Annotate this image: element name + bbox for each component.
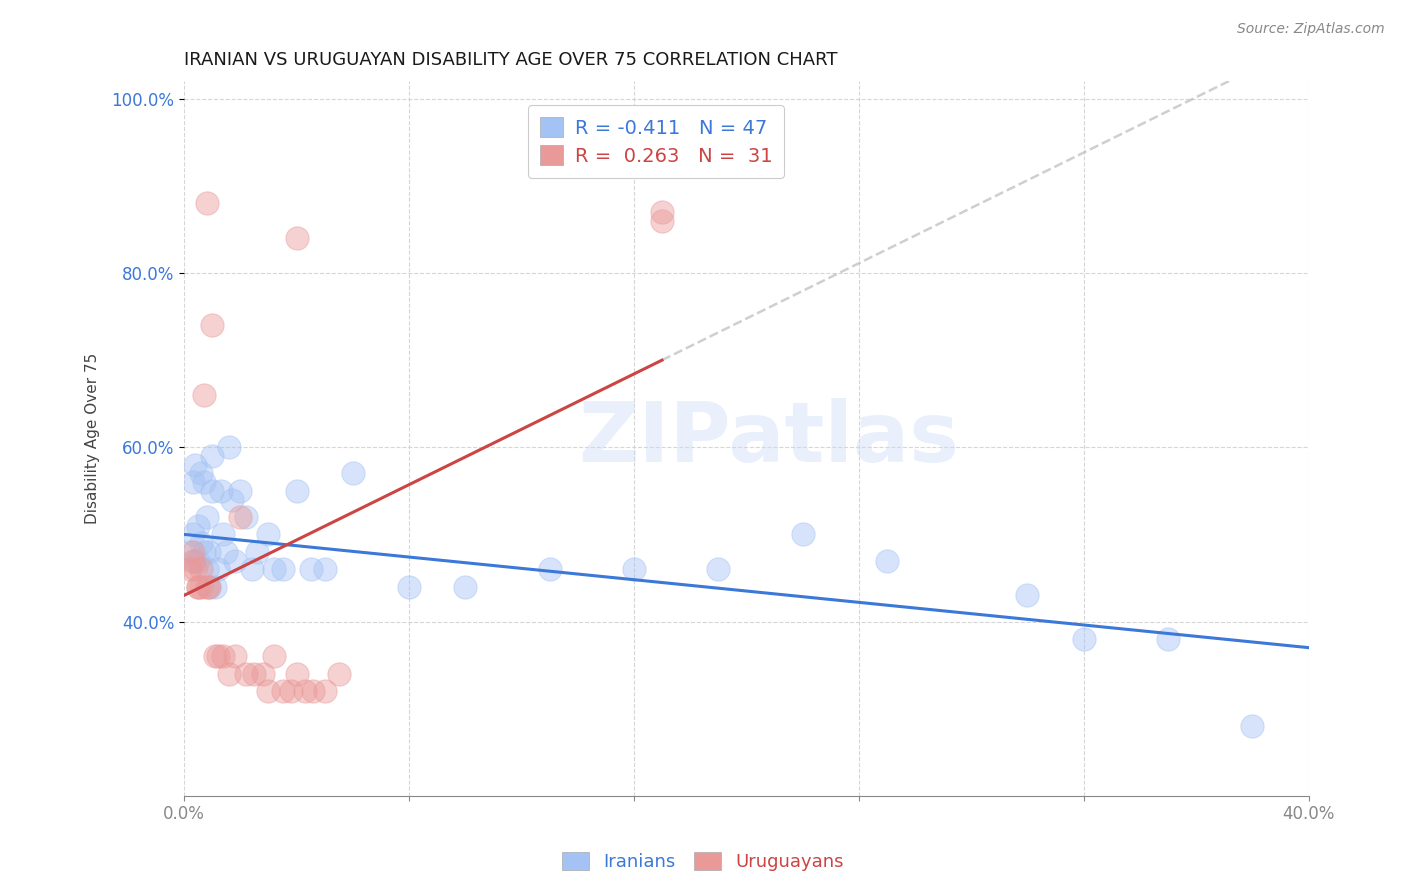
Point — [201, 483, 224, 498]
Point — [221, 492, 243, 507]
Point — [240, 562, 263, 576]
Point — [201, 449, 224, 463]
Point — [454, 580, 477, 594]
Point — [181, 527, 204, 541]
Point — [707, 562, 730, 576]
Point — [187, 553, 209, 567]
Point — [280, 684, 302, 698]
Point — [195, 510, 218, 524]
Point — [299, 562, 322, 576]
Point — [651, 213, 673, 227]
Point — [181, 545, 204, 559]
Point — [314, 684, 336, 698]
Point — [876, 553, 898, 567]
Point — [285, 231, 308, 245]
Point — [195, 562, 218, 576]
Point — [294, 684, 316, 698]
Point — [224, 553, 246, 567]
Point — [207, 562, 229, 576]
Legend: Iranians, Uruguayans: Iranians, Uruguayans — [555, 845, 851, 879]
Point — [212, 527, 235, 541]
Point — [195, 580, 218, 594]
Point — [342, 467, 364, 481]
Point — [235, 510, 257, 524]
Point — [190, 562, 212, 576]
Point — [212, 649, 235, 664]
Point — [285, 666, 308, 681]
Point — [190, 580, 212, 594]
Point — [651, 205, 673, 219]
Point — [398, 580, 420, 594]
Point — [285, 483, 308, 498]
Point — [195, 196, 218, 211]
Legend: R = -0.411   N = 47, R =  0.263   N =  31: R = -0.411 N = 47, R = 0.263 N = 31 — [529, 105, 785, 178]
Point — [201, 318, 224, 333]
Point — [218, 440, 240, 454]
Point — [1073, 632, 1095, 646]
Text: IRANIAN VS URUGUAYAN DISABILITY AGE OVER 75 CORRELATION CHART: IRANIAN VS URUGUAYAN DISABILITY AGE OVER… — [184, 51, 838, 69]
Point — [314, 562, 336, 576]
Point — [1241, 719, 1264, 733]
Point — [198, 545, 221, 559]
Point — [224, 649, 246, 664]
Point — [190, 467, 212, 481]
Point — [184, 553, 207, 567]
Point — [328, 666, 350, 681]
Point — [257, 527, 280, 541]
Point — [235, 666, 257, 681]
Point — [538, 562, 561, 576]
Point — [193, 475, 215, 489]
Point — [187, 580, 209, 594]
Point — [181, 475, 204, 489]
Point — [198, 580, 221, 594]
Point — [271, 562, 294, 576]
Point — [184, 458, 207, 472]
Point — [263, 649, 285, 664]
Point — [187, 518, 209, 533]
Point — [193, 388, 215, 402]
Point — [209, 483, 232, 498]
Point — [1017, 588, 1039, 602]
Point — [623, 562, 645, 576]
Point — [193, 545, 215, 559]
Point — [187, 580, 209, 594]
Point — [204, 649, 226, 664]
Point — [252, 666, 274, 681]
Point — [190, 536, 212, 550]
Point — [257, 684, 280, 698]
Point — [792, 527, 814, 541]
Point — [229, 510, 252, 524]
Point — [229, 483, 252, 498]
Point — [179, 562, 201, 576]
Point — [263, 562, 285, 576]
Point — [184, 562, 207, 576]
Text: ZIPatlas: ZIPatlas — [578, 398, 959, 479]
Point — [246, 545, 269, 559]
Y-axis label: Disability Age Over 75: Disability Age Over 75 — [86, 353, 100, 524]
Point — [243, 666, 266, 681]
Point — [215, 545, 238, 559]
Point — [218, 666, 240, 681]
Point — [207, 649, 229, 664]
Point — [1157, 632, 1180, 646]
Point — [302, 684, 325, 698]
Point — [198, 580, 221, 594]
Point — [179, 545, 201, 559]
Point — [181, 553, 204, 567]
Point — [271, 684, 294, 698]
Text: Source: ZipAtlas.com: Source: ZipAtlas.com — [1237, 22, 1385, 37]
Point — [204, 580, 226, 594]
